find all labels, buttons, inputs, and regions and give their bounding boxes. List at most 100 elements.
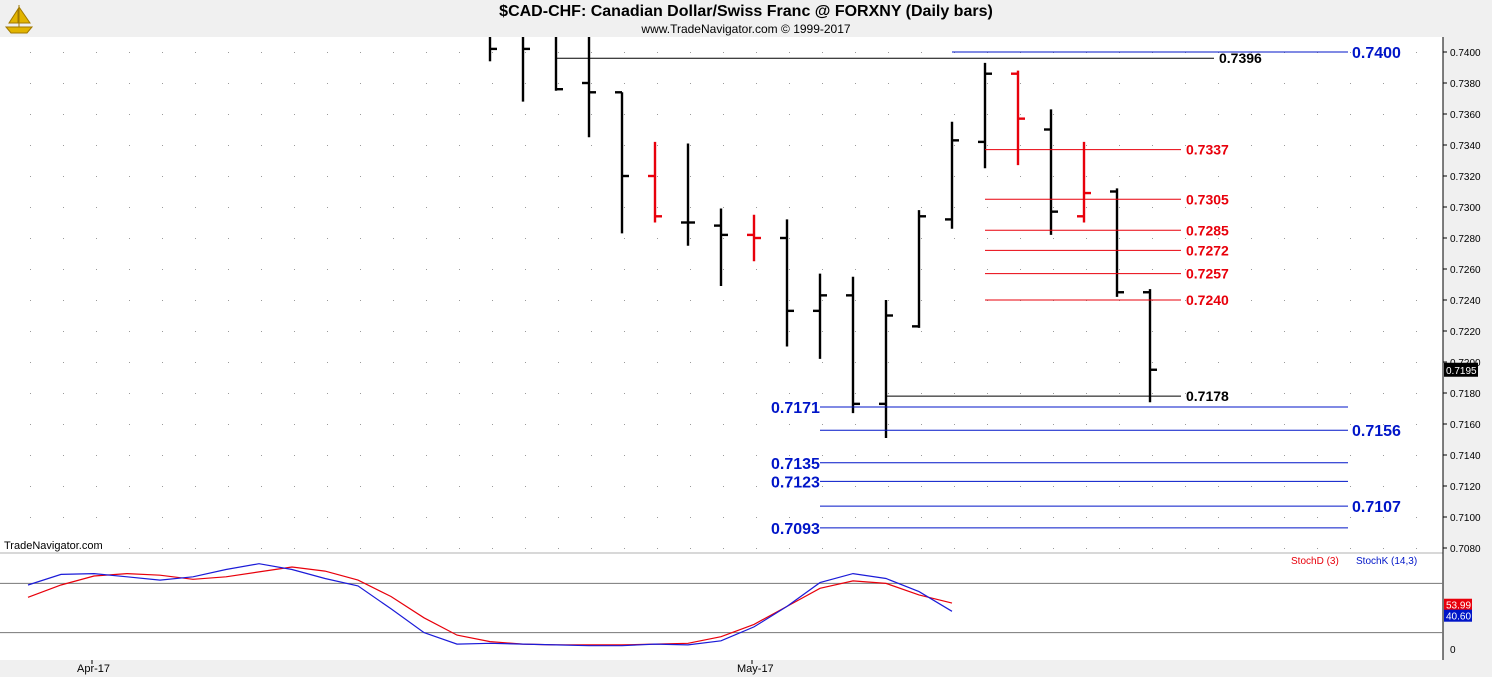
level-label: 0.7123: [771, 474, 820, 491]
grid-dot: [1383, 331, 1384, 332]
grid-dot: [1251, 331, 1252, 332]
grid-dot: [492, 269, 493, 270]
grid-dot: [1317, 269, 1318, 270]
grid-dot: [1218, 83, 1219, 84]
grid-dot: [624, 486, 625, 487]
ohlc-bar: [912, 210, 926, 328]
grid-dot: [525, 145, 526, 146]
grid-dot: [360, 114, 361, 115]
level-label: 0.7171: [771, 400, 820, 417]
grid-dot: [1020, 424, 1021, 425]
grid-dot: [426, 331, 427, 332]
grid-dot: [855, 300, 856, 301]
grid-dot: [1185, 548, 1186, 549]
grid-dot: [360, 238, 361, 239]
grid-dot: [1020, 114, 1021, 115]
grid-dot: [1284, 424, 1285, 425]
grid-dot: [1251, 300, 1252, 301]
ohlc-bar: [1143, 289, 1157, 403]
grid-dot: [558, 238, 559, 239]
grid-dot: [63, 393, 64, 394]
grid-dot: [327, 362, 328, 363]
grid-dot: [1416, 52, 1417, 53]
grid-dot: [1086, 114, 1087, 115]
grid-dot: [921, 300, 922, 301]
grid-dot: [63, 517, 64, 518]
grid-dot: [756, 269, 757, 270]
grid-dot: [690, 114, 691, 115]
grid-dot: [987, 548, 988, 549]
grid-dot: [591, 548, 592, 549]
grid-dot: [1053, 455, 1054, 456]
y-tick-label: 0.7140: [1450, 451, 1481, 462]
grid-dot: [657, 300, 658, 301]
grid-dot: [657, 424, 658, 425]
grid-dot: [723, 393, 724, 394]
grid-dot: [1317, 548, 1318, 549]
grid-dot: [1251, 393, 1252, 394]
grid-dot: [1317, 486, 1318, 487]
grid-dot: [228, 455, 229, 456]
y-tick-label: 0.7380: [1450, 79, 1481, 90]
grid-dot: [129, 83, 130, 84]
grid-dot: [360, 393, 361, 394]
grid-dot: [1185, 393, 1186, 394]
grid-dot: [129, 269, 130, 270]
grid-dot: [558, 548, 559, 549]
grid-dot: [1251, 238, 1252, 239]
grid-dot: [624, 52, 625, 53]
grid-dot: [591, 269, 592, 270]
ohlc-bar: [780, 219, 794, 347]
grid-dot: [987, 517, 988, 518]
level-label: 0.7156: [1352, 423, 1401, 440]
grid-dot: [96, 393, 97, 394]
grid-dot: [492, 393, 493, 394]
grid-dot: [261, 486, 262, 487]
grid-dot: [756, 300, 757, 301]
grid-dot: [525, 486, 526, 487]
grid-dot: [558, 300, 559, 301]
grid-dot: [1317, 300, 1318, 301]
grid-dot: [261, 52, 262, 53]
grid-dot: [1218, 207, 1219, 208]
grid-dot: [789, 548, 790, 549]
grid-dot: [96, 548, 97, 549]
grid-dot: [360, 517, 361, 518]
grid-dot: [690, 331, 691, 332]
grid-dot: [525, 114, 526, 115]
grid-dot: [525, 83, 526, 84]
grid-dot: [1383, 145, 1384, 146]
grid-dot: [591, 331, 592, 332]
grid-dot: [558, 517, 559, 518]
grid-dot: [162, 393, 163, 394]
grid-dot: [294, 300, 295, 301]
grid-dot: [888, 331, 889, 332]
grid-dot: [1251, 145, 1252, 146]
grid-dot: [624, 548, 625, 549]
grid-dot: [1350, 517, 1351, 518]
grid-dot: [789, 238, 790, 239]
grid-dot: [789, 52, 790, 53]
grid-dot: [327, 300, 328, 301]
y-tick-label: 0.7160: [1450, 420, 1481, 431]
grid-dot: [63, 145, 64, 146]
grid-dot: [921, 331, 922, 332]
grid-dot: [162, 548, 163, 549]
grid-dot: [888, 362, 889, 363]
grid-dot: [657, 486, 658, 487]
grid-dot: [624, 362, 625, 363]
grid-dot: [63, 455, 64, 456]
grid-dot: [426, 486, 427, 487]
grid-dot: [96, 362, 97, 363]
grid-dot: [426, 393, 427, 394]
grid-dot: [525, 300, 526, 301]
grid-dot: [558, 486, 559, 487]
grid-dot: [756, 424, 757, 425]
grid-dot: [1185, 83, 1186, 84]
y-tick-label: 0.7120: [1450, 482, 1481, 493]
grid-dot: [690, 52, 691, 53]
chart-subtitle: www.TradeNavigator.com © 1999-2017: [641, 22, 851, 36]
grid-dot: [294, 517, 295, 518]
grid-dot: [888, 269, 889, 270]
